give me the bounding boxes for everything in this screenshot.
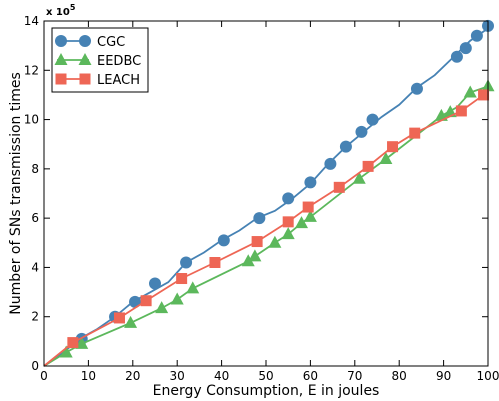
data-point-cgc (324, 157, 337, 170)
x-tick-label: 40 (214, 369, 229, 383)
legend-entry-eedbc: EEDBC (54, 53, 141, 69)
legend-marker (55, 73, 91, 85)
legend-marker-right (79, 35, 91, 47)
data-point-cgc (470, 29, 483, 42)
y-axis-multiplier-base: x 10 (46, 7, 70, 18)
data-point-leach (113, 312, 125, 324)
data-point-leach (478, 89, 490, 101)
data-point-leach (302, 201, 314, 213)
legend-entry-cgc: CGC (55, 35, 125, 50)
legend-marker (55, 35, 91, 47)
data-point-eedbc (379, 152, 393, 164)
data-point-cgc (282, 192, 295, 205)
data-point-leach (333, 181, 345, 193)
data-point-leach (67, 337, 79, 349)
y-tick-label: 6 (31, 211, 39, 225)
data-point-eedbc (434, 108, 448, 121)
y-tick-label: 4 (31, 260, 39, 274)
y-axis-multiplier: x 105 (46, 3, 76, 18)
data-point-cgc (450, 50, 463, 63)
data-point-leach (79, 73, 91, 85)
data-point-cgc (253, 212, 266, 225)
series-line-leach (43, 92, 489, 367)
data-point-eedbc (241, 254, 255, 267)
series-cgc (43, 19, 494, 367)
data-point-cgc (180, 256, 193, 269)
data-point-cgc (149, 277, 161, 290)
legend-label: CGC (97, 35, 125, 50)
legend-label: EEDBC (97, 54, 141, 69)
legend-label: LEACH (97, 73, 140, 88)
x-tick-label: 50 (258, 369, 273, 383)
x-axis-label: Energy Consumption, E in joules (153, 383, 380, 399)
data-point-eedbc (170, 292, 184, 305)
x-tick-label: 30 (170, 369, 185, 383)
data-point-eedbc (59, 345, 73, 358)
y-tick-label: 2 (31, 310, 39, 324)
data-point-eedbc (54, 53, 68, 65)
y-axis-multiplier-exponent: 5 (70, 3, 76, 12)
data-point-eedbc (352, 171, 366, 184)
data-point-eedbc (295, 216, 309, 229)
legend-entry-leach: LEACH (55, 73, 140, 88)
x-tick-label: 70 (347, 369, 362, 383)
data-point-eedbc (268, 235, 282, 248)
y-tick-label: 14 (24, 14, 39, 28)
data-point-cgc (217, 234, 230, 247)
legend-marker-left (55, 35, 67, 47)
y-tick-label: 8 (31, 162, 39, 176)
data-point-eedbc (463, 85, 477, 98)
x-tick-label: 60 (303, 369, 318, 383)
y-tick-label: 10 (24, 113, 39, 127)
y-tick-label: 0 (31, 359, 39, 373)
data-point-leach (209, 257, 221, 268)
data-point-cgc (339, 140, 352, 153)
data-point-leach (176, 273, 188, 285)
series-leach (43, 89, 490, 367)
y-tick-label: 12 (24, 63, 39, 77)
x-tick-label: 80 (392, 369, 407, 383)
data-point-leach (362, 160, 374, 172)
plot-area (43, 19, 495, 367)
data-point-eedbc (281, 227, 295, 240)
x-tick-label: 0 (40, 369, 48, 383)
series-line-eedbc (43, 85, 489, 367)
data-point-eedbc (186, 281, 200, 294)
x-tick-label: 20 (125, 369, 140, 383)
legend: CGC EEDBC LEACH (51, 27, 149, 93)
series-eedbc (43, 79, 495, 367)
legend-marker (54, 53, 92, 65)
data-point-leach (55, 73, 67, 85)
data-point-eedbc (248, 249, 262, 262)
data-point-cgc (410, 82, 423, 95)
data-point-eedbc (155, 301, 169, 314)
data-point-cgc (459, 42, 472, 55)
data-point-leach (387, 141, 399, 153)
data-point-eedbc (303, 209, 317, 222)
y-axis-label: Number of SNs transmission times (8, 72, 24, 315)
data-point-eedbc (124, 315, 138, 328)
data-point-leach (409, 127, 421, 139)
data-point-cgc (366, 113, 379, 126)
data-point-leach (282, 216, 294, 228)
data-point-cgc (304, 176, 317, 189)
data-point-leach (455, 105, 467, 117)
axis-ticks: 0 10 20 30 40 50 60 70 80 90 100 0 2 4 6 8 10 12 14 (24, 14, 499, 383)
x-tick-label: 10 (81, 369, 96, 383)
data-point-leach (251, 236, 263, 248)
data-point-leach (140, 295, 152, 307)
data-point-eedbc (78, 53, 92, 65)
data-point-cgc (355, 125, 368, 138)
x-tick-label: 90 (436, 369, 451, 383)
data-point-eedbc (75, 336, 89, 349)
x-tick-label: 100 (477, 369, 499, 383)
